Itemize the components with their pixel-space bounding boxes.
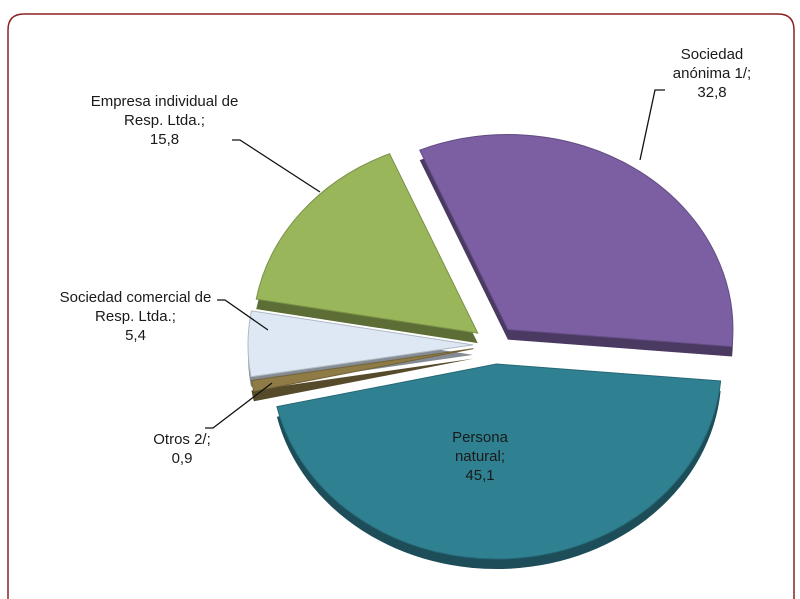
category-label: Otros 2/; (153, 431, 211, 448)
value-label: 5,4 (125, 327, 146, 344)
category-label: Sociedad comercial de Resp. Ltda.; (59, 289, 212, 325)
data-label: Persona natural; 45,1 (440, 428, 520, 485)
slice (255, 153, 479, 334)
category-label: Persona natural; (452, 429, 508, 465)
data-label: Sociedad comercial de Resp. Ltda.; 5,4 (48, 288, 223, 345)
leader-line (639, 89, 665, 161)
value-label: 15,8 (149, 131, 180, 148)
category-label: Sociedad anónima 1/; (672, 46, 752, 82)
slice (247, 310, 474, 378)
data-label: Sociedad anónima 1/; 32,8 (662, 45, 762, 102)
leader-line (232, 139, 321, 193)
data-label: Empresa individual de Resp. Ltda.; 15,8 (82, 92, 247, 149)
slice (419, 134, 734, 348)
value-label: 45,1 (465, 467, 495, 484)
frame (7, 13, 795, 599)
pie (247, 134, 734, 570)
leader-line (205, 382, 273, 429)
slice-side (251, 358, 474, 402)
category-label: Empresa individual de Resp. Ltda.; (90, 93, 239, 129)
slice (276, 363, 722, 560)
data-label: Otros 2/; 0,9 (152, 430, 212, 468)
leader-lines (205, 89, 665, 429)
leader-line (217, 299, 269, 331)
value-label: 0,9 (171, 450, 193, 467)
slice (250, 348, 474, 392)
value-label: 32,8 (697, 84, 727, 101)
